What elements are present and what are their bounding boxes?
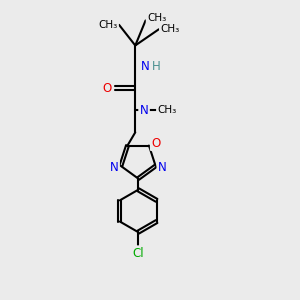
Text: O: O: [151, 137, 160, 150]
Text: N: N: [158, 161, 167, 174]
Text: H: H: [152, 60, 160, 73]
Text: Cl: Cl: [132, 247, 144, 260]
Text: O: O: [102, 82, 111, 95]
Text: N: N: [141, 60, 149, 73]
Text: N: N: [110, 161, 118, 174]
Text: CH₃: CH₃: [147, 13, 166, 23]
Text: CH₃: CH₃: [158, 105, 177, 115]
Text: CH₃: CH₃: [98, 20, 118, 30]
Text: N: N: [140, 104, 148, 117]
Text: CH₃: CH₃: [160, 24, 180, 34]
